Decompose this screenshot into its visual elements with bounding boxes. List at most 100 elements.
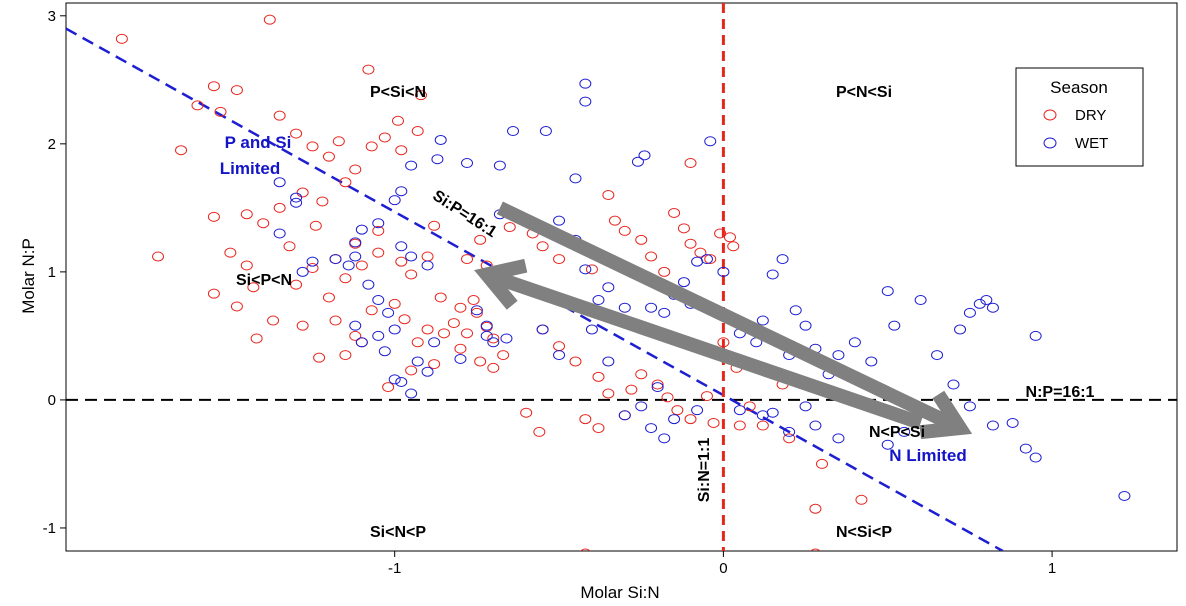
- data-point-dry: [816, 458, 829, 469]
- data-point-dry: [684, 238, 697, 249]
- data-point-dry: [651, 379, 664, 390]
- data-point-wet: [789, 305, 802, 316]
- data-point-wet: [585, 324, 598, 335]
- y-tick-label: 2: [48, 136, 56, 153]
- data-point-dry: [405, 269, 418, 280]
- data-point-wet: [428, 337, 441, 348]
- data-point-dry: [658, 266, 671, 277]
- data-point-dry: [306, 141, 319, 152]
- data-point-wet: [434, 135, 447, 145]
- data-point-dry: [487, 333, 500, 344]
- data-point-wet: [553, 215, 566, 226]
- data-point-dry: [313, 352, 326, 363]
- data-point-wet: [388, 195, 401, 206]
- label-p-si-limited-line1: P and Si: [225, 133, 292, 152]
- data-point-wet: [635, 401, 648, 412]
- region-label-n-p-si: N<P<Si: [869, 424, 925, 441]
- data-point-wet: [799, 401, 812, 412]
- data-point-wet: [421, 366, 434, 377]
- data-point-dry: [391, 115, 404, 126]
- data-point-wet: [898, 426, 911, 437]
- data-point-dry: [684, 158, 697, 169]
- data-point-wet: [717, 266, 730, 277]
- legend-label-dry: DRY: [1075, 107, 1106, 124]
- data-point-wet: [1019, 443, 1032, 454]
- data-point-wet: [382, 307, 395, 318]
- data-point-dry: [520, 407, 533, 418]
- data-point-wet: [1029, 330, 1042, 341]
- legend-marker-dry: [1043, 109, 1057, 121]
- data-point-wet: [986, 302, 999, 313]
- plot-frame: [65, 2, 1178, 552]
- data-point-wet: [865, 356, 878, 367]
- data-point-wet: [931, 350, 944, 361]
- data-point-dry: [434, 292, 447, 303]
- y-tick-label: 1: [48, 264, 56, 281]
- data-point-wet: [296, 266, 309, 277]
- data-point-dry: [503, 222, 516, 233]
- data-point-dry: [536, 241, 549, 252]
- data-point-dry: [707, 417, 720, 428]
- data-point-dry: [283, 241, 296, 252]
- label-np-16-1: N:P=16:1: [1026, 384, 1095, 401]
- data-point-dry: [411, 337, 424, 348]
- data-point-dry: [717, 337, 730, 348]
- legend-marker-wet: [1043, 137, 1057, 149]
- data-point-wet: [954, 324, 967, 335]
- data-point-dry: [474, 234, 487, 245]
- data-point-dry: [240, 260, 253, 271]
- data-point-dry: [704, 254, 717, 265]
- data-point-dry: [405, 365, 418, 376]
- data-point-dry: [585, 264, 598, 275]
- x-axis-title: Molar Si:N: [580, 583, 659, 602]
- data-point-wet: [273, 228, 286, 239]
- y-axis-ticks: -1 0 1 2 3: [43, 8, 66, 537]
- region-label-p-si-n: P<Si<N: [370, 84, 426, 101]
- data-point-wet: [980, 295, 993, 306]
- data-point-dry: [207, 211, 220, 222]
- data-point-dry: [743, 401, 756, 412]
- data-point-wet: [832, 350, 845, 361]
- data-point-dry: [296, 187, 309, 198]
- data-point-dry: [855, 494, 868, 505]
- data-point-dry: [625, 384, 638, 395]
- data-point-wet: [645, 302, 658, 313]
- data-point-dry: [533, 426, 546, 437]
- arrow-shaft: [484, 267, 923, 430]
- data-point-wet: [602, 356, 615, 367]
- x-tick-label: 0: [719, 560, 727, 577]
- data-point-dry: [339, 350, 352, 361]
- data-point-dry: [267, 315, 280, 326]
- data-point-dry: [714, 228, 727, 239]
- data-point-dry: [378, 132, 391, 143]
- data-point-wet: [362, 279, 375, 290]
- data-point-dry: [661, 392, 674, 403]
- data-point-dry: [608, 215, 621, 226]
- data-point-wet: [431, 154, 444, 165]
- data-point-dry: [553, 254, 566, 265]
- data-point-wet: [756, 315, 769, 326]
- data-point-wet: [579, 264, 592, 275]
- data-point-wet: [372, 330, 385, 341]
- data-point-dry: [382, 382, 395, 393]
- data-point-dry: [487, 362, 500, 373]
- data-point-dry: [579, 414, 592, 425]
- data-point-dry: [332, 136, 345, 147]
- data-point-wet: [799, 320, 812, 331]
- data-point-wet: [290, 197, 303, 208]
- data-point-wet: [342, 260, 355, 271]
- data-point-dry: [809, 503, 822, 514]
- data-point-wet: [290, 192, 303, 203]
- data-point-wet: [658, 433, 671, 444]
- region-label-p-n-si: P<N<Si: [836, 84, 892, 101]
- data-point-dry: [290, 279, 303, 290]
- data-point-wet: [691, 256, 704, 267]
- label-p-si-limited-line2: Limited: [220, 159, 280, 178]
- data-point-wet: [536, 324, 549, 335]
- data-point-wet: [461, 158, 474, 169]
- data-point-dry: [290, 128, 303, 139]
- label-sip-16-1: Si:P=16:1: [429, 187, 499, 241]
- data-point-dry: [175, 145, 188, 156]
- data-point-dry: [438, 328, 451, 339]
